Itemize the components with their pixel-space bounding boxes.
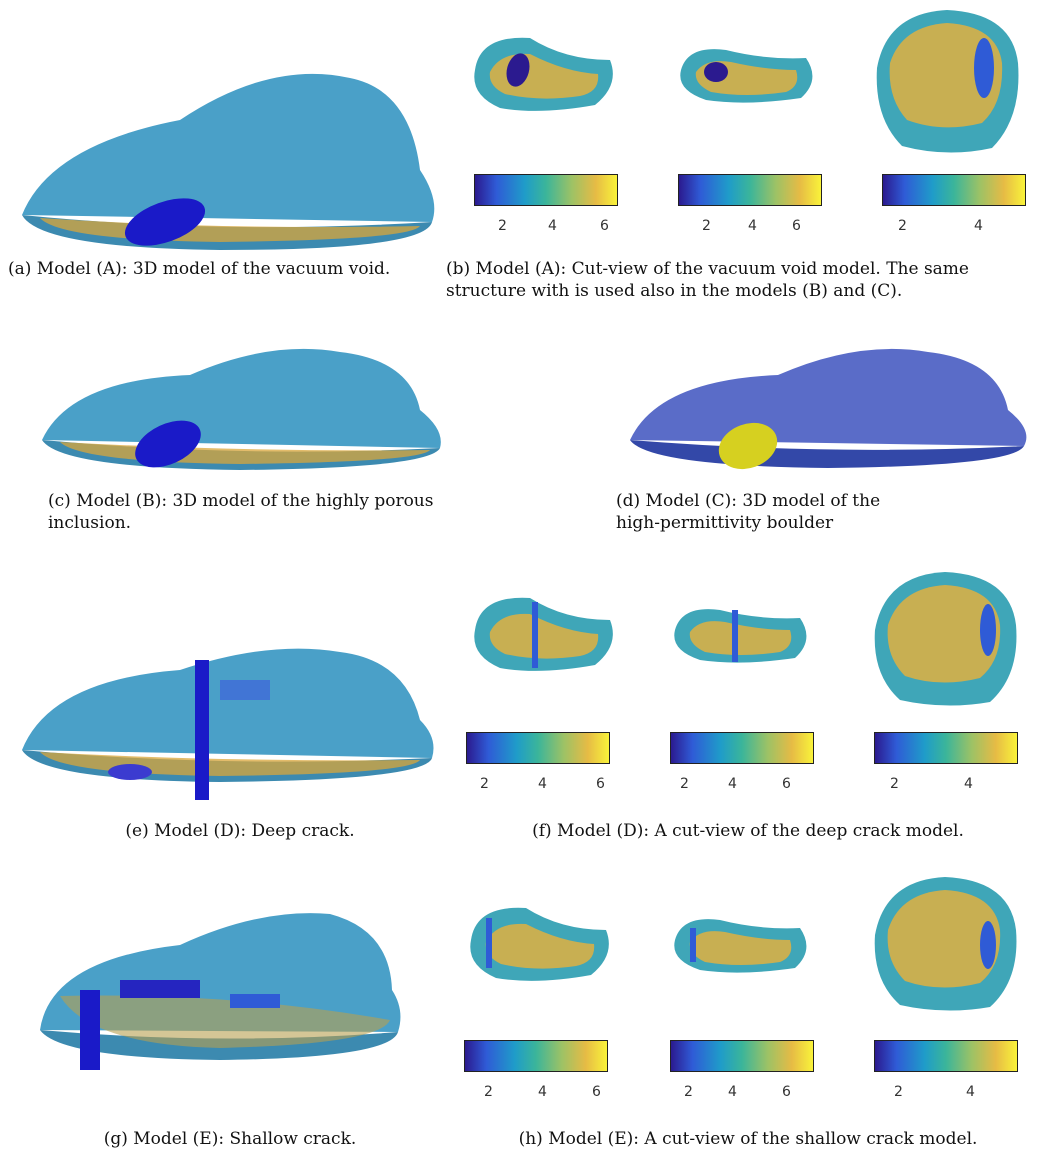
colorbar-f2 [670, 732, 814, 764]
caption-e: (e) Model (D): Deep crack. [125, 821, 355, 841]
tick-f1-6: 6 [596, 776, 605, 792]
caption-b: (b) Model (A): Cut-view of the vacuum vo… [446, 259, 969, 301]
model-a-3d-render [22, 73, 435, 250]
tick-b1-6: 6 [600, 218, 609, 234]
model-e-cut-view-2 [674, 919, 807, 973]
colorbar-f1 [466, 732, 610, 764]
caption-c: (c) Model (B): 3D model of the highly po… [48, 491, 434, 533]
colorbar-b2 [678, 174, 822, 206]
model-a-cut-view-2 [680, 49, 813, 103]
caption-h: (h) Model (E): A cut-view of the shallow… [518, 1129, 978, 1149]
tick-h1-4: 4 [538, 1084, 547, 1100]
tick-f2-2: 2 [680, 776, 689, 792]
tick-h1-2: 2 [484, 1084, 493, 1100]
tick-b3-4: 4 [974, 218, 983, 234]
tick-b2-2: 2 [702, 218, 711, 234]
model-d-3d-render [22, 648, 434, 800]
model-c-3d-render [630, 348, 1027, 470]
caption-a: (a) Model (A): 3D model of the vacuum vo… [8, 259, 391, 279]
model-e-cut-view-1 [470, 907, 609, 981]
model-a-cut-view-3 [876, 10, 1019, 153]
colorbar-h2 [670, 1040, 814, 1072]
tick-f2-6: 6 [782, 776, 791, 792]
caption-g: (g) Model (E): Shallow crack. [103, 1129, 357, 1149]
model-a-cut-view-1 [474, 37, 613, 111]
tick-f1-2: 2 [480, 776, 489, 792]
tick-f1-4: 4 [538, 776, 547, 792]
model-d-cut-view-3 [874, 572, 1017, 706]
model-e-cut-view-3 [874, 877, 1017, 1011]
colorbar-b1 [474, 174, 618, 206]
tick-b2-4: 4 [748, 218, 757, 234]
caption-d: (d) Model (C): 3D model of the high-perm… [616, 491, 881, 533]
colorbar-f3 [874, 732, 1018, 764]
model-b-3d-render [42, 348, 441, 470]
caption-f: (f) Model (D): A cut-view of the deep cr… [532, 821, 964, 841]
model-d-cut-view-1 [474, 597, 613, 671]
tick-f2-4: 4 [728, 776, 737, 792]
model-e-3d-render [40, 913, 401, 1070]
model-d-cut-view-2 [674, 609, 807, 663]
tick-h3-4: 4 [966, 1084, 975, 1100]
tick-b1-2: 2 [498, 218, 507, 234]
tick-h2-6: 6 [782, 1084, 791, 1100]
tick-f3-4: 4 [964, 776, 973, 792]
tick-h1-6: 6 [592, 1084, 601, 1100]
tick-b1-4: 4 [548, 218, 557, 234]
tick-b3-2: 2 [898, 218, 907, 234]
colorbar-h3 [874, 1040, 1018, 1072]
tick-h3-2: 2 [894, 1084, 903, 1100]
tick-f3-2: 2 [890, 776, 899, 792]
colorbar-b3 [882, 174, 1026, 206]
colorbar-h1 [464, 1040, 608, 1072]
tick-h2-4: 4 [728, 1084, 737, 1100]
tick-b2-6: 6 [792, 218, 801, 234]
tick-h2-2: 2 [684, 1084, 693, 1100]
